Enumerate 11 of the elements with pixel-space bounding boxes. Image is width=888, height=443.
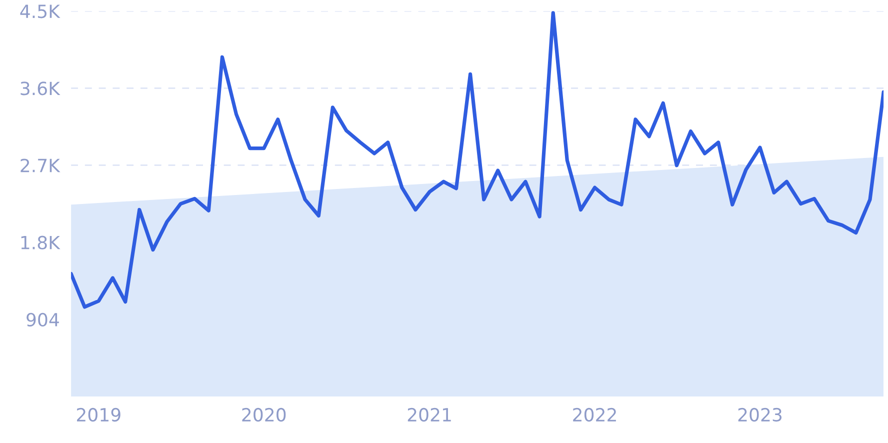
line-series: [71, 11, 884, 309]
y-tick-label: 2.7K: [20, 158, 60, 172]
x-tick-label: 2021: [408, 408, 451, 422]
x-tick-label: 2023: [738, 408, 782, 422]
y-tick-label: 904: [26, 312, 59, 327]
y-tick-label: 1.8K: [21, 236, 60, 250]
y-tick-label: 4.5K: [20, 4, 60, 18]
x-tick-label: 2019: [77, 408, 120, 422]
x-tick-label: 2022: [573, 408, 616, 422]
y-tick-label: 3.6K: [20, 82, 60, 96]
x-tick-label: 2020: [242, 408, 286, 422]
